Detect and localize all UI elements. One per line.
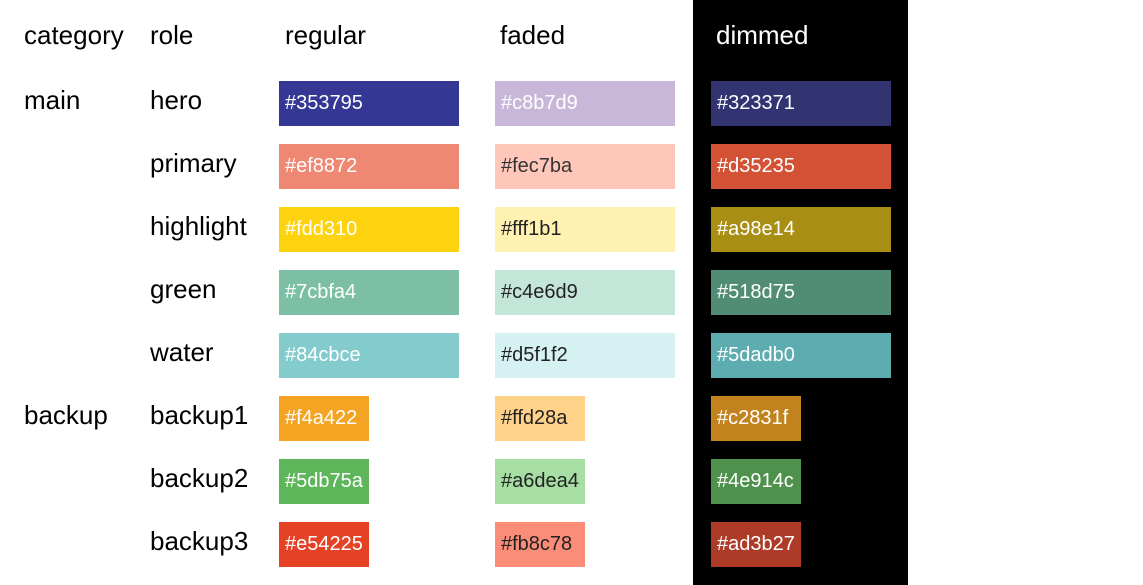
role-label: hero (150, 85, 203, 115)
role-label: primary (150, 148, 237, 178)
category-label: backup (24, 400, 108, 430)
header-faded: faded (500, 20, 566, 50)
dimmed-swatch: #c2831f (711, 396, 801, 441)
role-label: highlight (150, 211, 247, 241)
dimmed-swatch: #518d75 (711, 270, 891, 315)
regular-swatch: #f4a422 (279, 396, 369, 441)
header-category: category (24, 20, 124, 50)
faded-swatch: #fff1b1 (495, 207, 675, 252)
header-role: role (150, 20, 194, 50)
regular-swatch: #fdd310 (279, 207, 459, 252)
faded-swatch: #ffd28a (495, 396, 585, 441)
faded-swatch: #c4e6d9 (495, 270, 675, 315)
header-dimmed: dimmed (716, 20, 809, 50)
faded-swatch: #c8b7d9 (495, 81, 675, 126)
role-label: backup1 (150, 400, 249, 430)
regular-swatch: #ef8872 (279, 144, 459, 189)
regular-swatch: #7cbfa4 (279, 270, 459, 315)
faded-swatch: #fec7ba (495, 144, 675, 189)
dimmed-swatch: #a98e14 (711, 207, 891, 252)
role-label: backup2 (150, 463, 249, 493)
dimmed-swatch: #ad3b27 (711, 522, 801, 567)
regular-swatch: #84cbce (279, 333, 459, 378)
faded-swatch: #a6dea4 (495, 459, 585, 504)
dimmed-swatch: #d35235 (711, 144, 891, 189)
regular-swatch: #353795 (279, 81, 459, 126)
regular-swatch: #5db75a (279, 459, 369, 504)
dimmed-swatch: #323371 (711, 81, 891, 126)
faded-swatch: #fb8c78 (495, 522, 585, 567)
category-label: main (24, 85, 81, 115)
role-label: green (150, 274, 217, 304)
dimmed-swatch: #4e914c (711, 459, 801, 504)
role-label: backup3 (150, 526, 249, 556)
regular-swatch: #e54225 (279, 522, 369, 567)
faded-swatch: #d5f1f2 (495, 333, 675, 378)
dimmed-swatch: #5dadb0 (711, 333, 891, 378)
header-regular: regular (285, 20, 366, 50)
role-label: water (150, 337, 214, 367)
